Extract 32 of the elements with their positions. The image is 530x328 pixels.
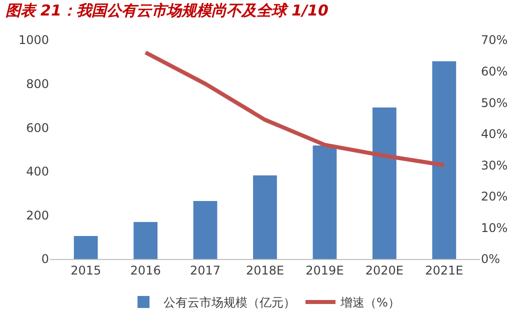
bar — [253, 175, 277, 259]
legend-label: 公有云市场规模（亿元） — [164, 296, 296, 310]
bar — [312, 146, 337, 259]
y2-tick-label: 60% — [481, 64, 508, 78]
x-tick-label: 2018E — [246, 263, 284, 278]
y2-tick-label: 10% — [481, 220, 508, 235]
bar — [372, 107, 396, 259]
x-tick-label: 2017 — [190, 263, 221, 278]
y2-tick-label: 30% — [481, 158, 508, 172]
x-tick-label: 2015 — [70, 263, 102, 278]
bar — [74, 236, 98, 259]
y-tick-label: 1000 — [18, 33, 49, 48]
y2-tick-label: 20% — [481, 190, 508, 204]
y2-tick-label: 40% — [481, 127, 508, 142]
y2-tick-label: 50% — [481, 96, 508, 110]
y-tick-label: 0 — [41, 252, 49, 266]
x-tick-label: 2016 — [130, 263, 161, 278]
y-tick-label: 200 — [26, 208, 49, 222]
y-tick-label: 600 — [26, 120, 49, 135]
x-tick-label: 2021E — [425, 263, 464, 278]
line-series — [144, 50, 446, 168]
x-tick-label: 2020E — [365, 263, 404, 278]
bar — [193, 200, 218, 259]
y2-tick-label: 70% — [481, 33, 508, 48]
bar — [432, 61, 456, 259]
y-tick-label: 400 — [26, 164, 49, 179]
y2-tick-label: 0% — [481, 252, 500, 266]
legend-label: 增速（%） — [340, 296, 400, 310]
bar — [134, 222, 158, 259]
x-tick-label: 2019E — [306, 263, 344, 278]
y-tick-label: 800 — [26, 77, 49, 91]
chart-title: 图表 21：我国公有云市场规模尚不及全球 1/10 — [5, 1, 328, 20]
